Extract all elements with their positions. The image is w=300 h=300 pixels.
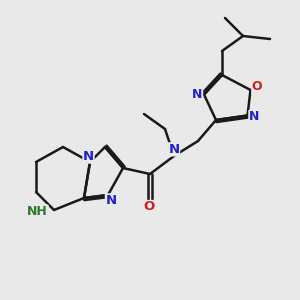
Text: N: N <box>192 88 203 101</box>
Text: N: N <box>83 150 94 163</box>
Text: N: N <box>105 194 117 207</box>
Text: O: O <box>143 200 154 214</box>
Text: O: O <box>252 80 262 94</box>
Text: N: N <box>249 110 259 124</box>
Text: N: N <box>168 143 180 156</box>
Text: NH: NH <box>27 205 48 218</box>
